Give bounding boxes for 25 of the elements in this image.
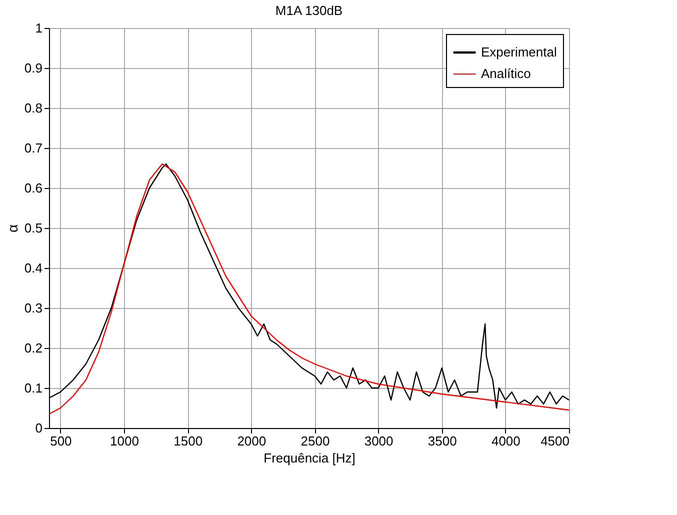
x-tick-label: 3500 [428,434,457,448]
x-tick-label: 500 [50,434,72,448]
x-tick-label: 4000 [491,434,520,448]
y-tick-label: 0.2 [24,340,42,356]
y-tick-label: 0.9 [24,60,42,76]
y-tick-label: 0 [35,420,42,436]
chart-title: M1A 130dB [275,3,343,18]
y-tick-label: 0.7 [24,140,42,156]
x-tick-label: 1000 [110,434,139,448]
y-tick-label: 0.1 [24,380,42,396]
y-tick-label: 0.3 [24,300,42,316]
x-tick-label: 3000 [364,434,394,448]
x-tick-label: 2000 [237,434,266,448]
legend-label: Analítico [481,66,531,81]
x-tick-label: 1500 [174,434,203,448]
legend-label: Experimental [481,44,557,60]
y-axis-title: α [4,224,20,233]
y-tick-label: 0.6 [24,180,42,196]
x-tick-label: 4500 [540,434,570,448]
y-tick-label: 0.4 [24,260,42,276]
x-axis-title: Frequência [Hz] [264,450,356,466]
x-tick-label: 2500 [300,434,330,448]
y-tick-label: 0.8 [24,100,42,116]
y-tick-label: 0.5 [24,220,42,236]
y-tick-label: 1 [35,20,42,36]
